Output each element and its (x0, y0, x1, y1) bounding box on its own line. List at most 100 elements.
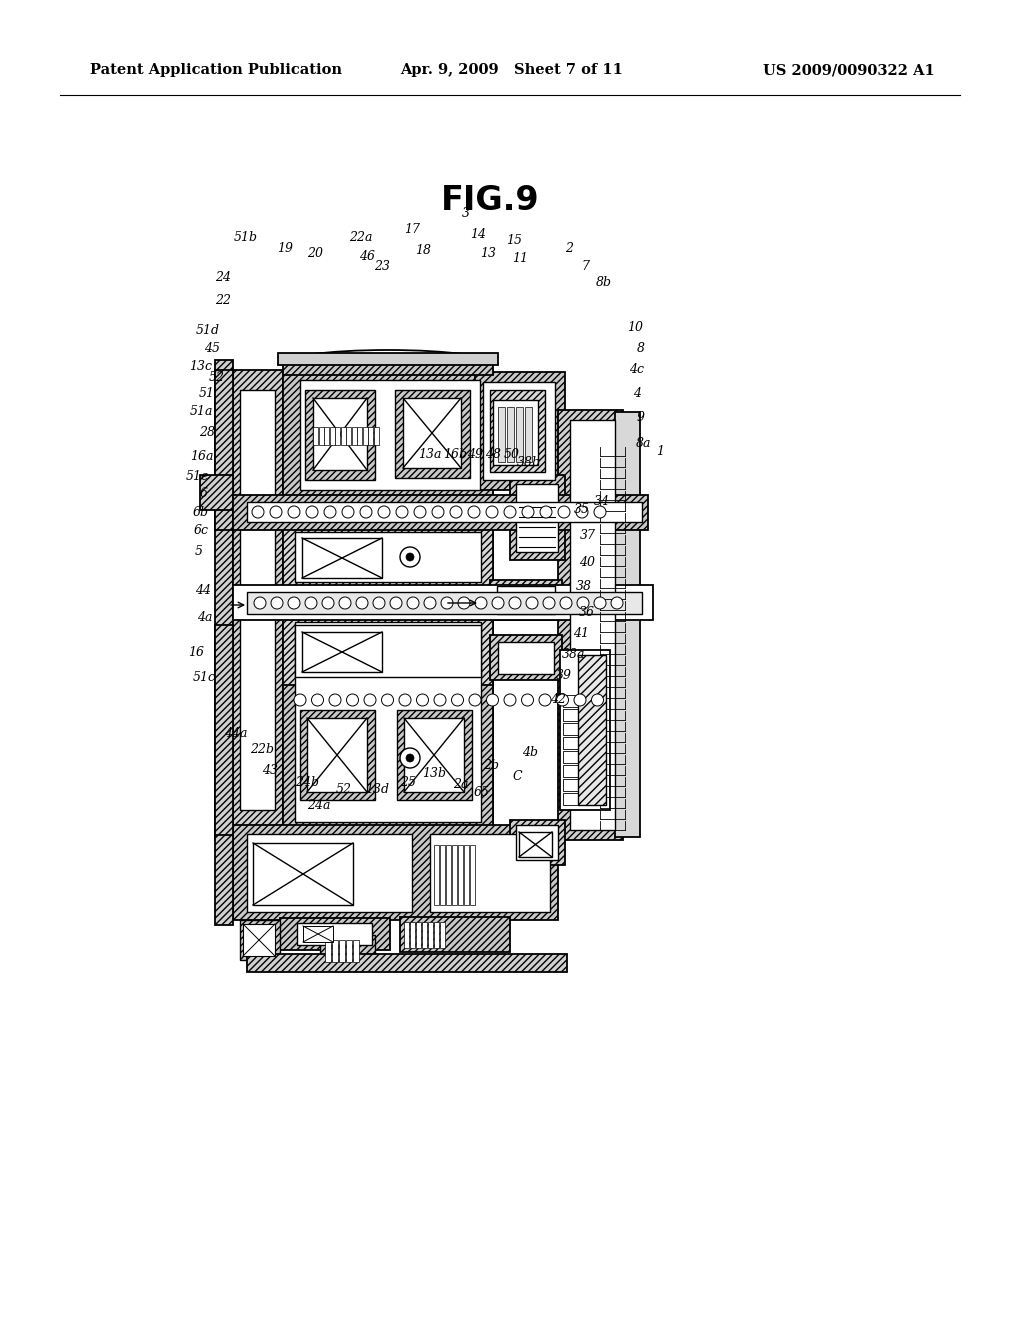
Bar (313, 399, 367, 470)
Bar (335, 426, 340, 445)
Circle shape (526, 597, 538, 609)
Circle shape (560, 597, 572, 609)
Text: 16a: 16a (190, 450, 213, 463)
Text: 51b: 51b (233, 231, 258, 244)
Text: Apr. 9, 2009   Sheet 7 of 11: Apr. 9, 2009 Sheet 7 of 11 (400, 63, 624, 77)
Text: 18: 18 (415, 244, 431, 257)
Circle shape (594, 506, 606, 517)
Circle shape (271, 597, 283, 609)
Text: 51d: 51d (196, 323, 220, 337)
Bar (563, 737, 581, 748)
Circle shape (254, 597, 266, 609)
Circle shape (356, 597, 368, 609)
Circle shape (434, 694, 446, 706)
Text: 6c: 6c (194, 524, 208, 537)
Circle shape (556, 694, 568, 706)
Circle shape (611, 597, 623, 609)
Bar (458, 845, 463, 906)
Bar (416, 921, 421, 948)
Circle shape (406, 553, 414, 561)
Circle shape (558, 506, 570, 517)
Bar (330, 426, 335, 445)
Bar (615, 412, 640, 837)
Text: 24a: 24a (307, 799, 330, 812)
Bar (295, 624, 481, 677)
Text: 19: 19 (276, 242, 293, 255)
Bar (303, 927, 333, 942)
Text: 38: 38 (575, 579, 592, 593)
Bar (278, 352, 498, 366)
Bar (215, 624, 233, 840)
Circle shape (469, 694, 481, 706)
Bar (302, 539, 382, 578)
Bar (200, 475, 233, 510)
Text: 34: 34 (594, 495, 610, 508)
Text: 6b: 6b (193, 506, 209, 519)
Bar (300, 710, 375, 800)
Text: 38a: 38a (562, 648, 585, 661)
Text: 51c: 51c (193, 671, 215, 684)
Bar (507, 407, 514, 462)
Text: 7: 7 (582, 260, 590, 273)
Text: 44a: 44a (224, 727, 247, 741)
Bar (563, 779, 581, 791)
Circle shape (424, 597, 436, 609)
Text: 40: 40 (579, 556, 595, 569)
Bar (516, 484, 558, 552)
Text: 36: 36 (579, 606, 595, 619)
Circle shape (342, 506, 354, 517)
Text: 49: 49 (467, 447, 483, 461)
Circle shape (311, 694, 324, 706)
Text: 51: 51 (199, 387, 215, 400)
Bar (233, 495, 648, 531)
Bar (353, 940, 359, 962)
Bar (558, 411, 623, 840)
Circle shape (288, 506, 300, 517)
Text: 2a: 2a (453, 777, 469, 791)
Bar (428, 921, 433, 948)
Bar (339, 940, 345, 962)
Bar (295, 622, 481, 822)
Text: 13d: 13d (365, 783, 389, 796)
Text: 4b: 4b (522, 746, 539, 759)
Circle shape (252, 506, 264, 517)
Bar (243, 924, 275, 956)
Text: 50: 50 (504, 447, 520, 461)
Text: 2b: 2b (483, 759, 500, 772)
Bar (302, 632, 382, 672)
Text: 4: 4 (633, 387, 641, 400)
Circle shape (540, 506, 552, 517)
Bar (490, 579, 562, 620)
Text: 41: 41 (572, 627, 589, 640)
Bar (493, 400, 538, 465)
Text: 22: 22 (215, 294, 231, 308)
Text: 28: 28 (199, 426, 215, 440)
Text: 13: 13 (480, 247, 497, 260)
Bar (490, 635, 562, 680)
Text: 35: 35 (573, 503, 590, 516)
Text: 10: 10 (627, 321, 643, 334)
Circle shape (574, 694, 586, 706)
Circle shape (432, 506, 444, 517)
Bar (332, 940, 338, 962)
Bar (283, 616, 493, 685)
Circle shape (324, 506, 336, 517)
Text: 52: 52 (336, 783, 352, 796)
Text: 20: 20 (307, 247, 324, 260)
Bar (374, 426, 379, 445)
Text: 8a: 8a (635, 437, 651, 450)
Text: 39: 39 (556, 669, 572, 682)
Bar (247, 954, 567, 972)
Bar (283, 370, 493, 840)
Circle shape (486, 694, 499, 706)
Bar (403, 399, 461, 469)
Bar (351, 426, 356, 445)
Circle shape (306, 506, 318, 517)
Text: 22a: 22a (349, 231, 372, 244)
Bar (247, 834, 412, 912)
Circle shape (504, 506, 516, 517)
Text: 13a: 13a (419, 447, 441, 461)
Bar (233, 370, 283, 830)
Circle shape (407, 597, 419, 609)
Bar (475, 372, 565, 490)
